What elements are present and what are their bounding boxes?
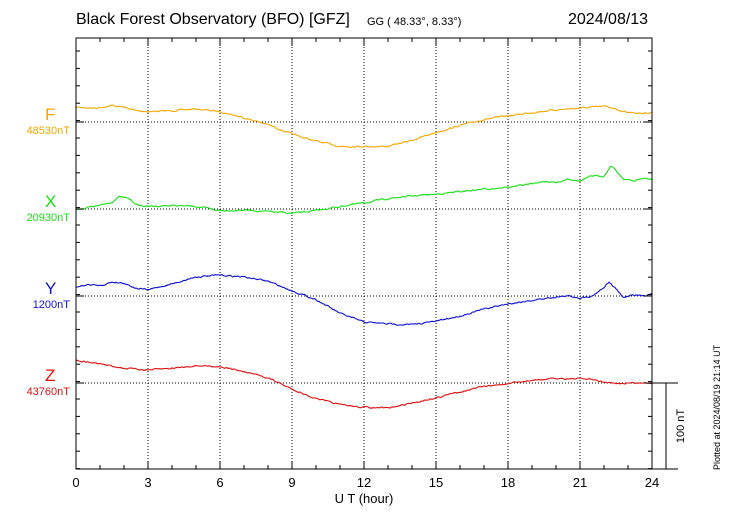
scale-bar: 100 nT (652, 382, 687, 470)
series-group (75, 104, 653, 410)
baseline-label-z: 43760nT (26, 386, 70, 398)
x-tick-label: 18 (501, 475, 515, 490)
x-tick-label: 3 (144, 475, 151, 490)
series-line-x (75, 165, 653, 215)
series-line-z (75, 359, 652, 410)
axis-ticks (75, 38, 653, 470)
x-tick-label: 0 (72, 475, 79, 490)
component-label-f: F (45, 105, 56, 124)
station-coordinates: GG ( 48.33°, 8.33°) (367, 16, 462, 28)
grid (76, 38, 652, 469)
x-tick-label: 24 (645, 475, 659, 490)
x-tick-label: 9 (288, 475, 295, 490)
chart-date: 2024/08/13 (568, 11, 649, 28)
component-label-y: Y (45, 279, 57, 298)
series-line-f (75, 104, 653, 149)
baseline-label-x: 20930nT (26, 212, 70, 224)
baseline-label-y: 1200nT (32, 299, 70, 311)
component-label-z: Z (45, 366, 56, 385)
x-tick-labels: 0 3 6 9 12 15 18 21 24 (72, 475, 659, 490)
series-line-y (75, 273, 652, 326)
x-tick-label: 12 (357, 475, 371, 490)
component-label-x: X (45, 192, 57, 211)
scale-bar-label: 100 nT (675, 409, 687, 444)
x-tick-label: 6 (216, 475, 223, 490)
x-axis-label: U T (hour) (335, 491, 394, 506)
chart-title: Black Forest Observatory (BFO) [GFZ] (76, 11, 350, 28)
baseline-label-f: 48530nT (26, 125, 70, 137)
x-tick-label: 21 (573, 475, 587, 490)
x-tick-label: 15 (429, 475, 443, 490)
